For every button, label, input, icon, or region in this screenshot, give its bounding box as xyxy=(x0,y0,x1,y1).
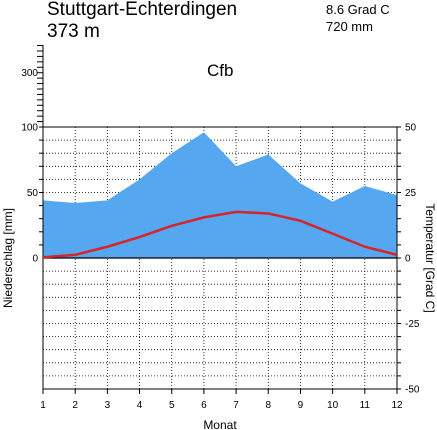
climate-classification: Cfb xyxy=(207,61,234,80)
temperature-line xyxy=(42,210,398,259)
station-elevation: 373 m xyxy=(47,21,100,42)
x-tick-label: 5 xyxy=(169,400,175,411)
left-tick-label: 0 xyxy=(32,254,38,265)
plot-frame xyxy=(42,45,398,390)
x-tick-label: 4 xyxy=(137,400,143,411)
x-tick-label: 3 xyxy=(105,400,111,411)
x-tick-label: 8 xyxy=(265,400,271,411)
left-axis-label: Niederschlag [mm] xyxy=(1,208,15,308)
right-tick-label: -50 xyxy=(405,385,420,396)
left-tick-label: 100 xyxy=(21,123,38,134)
right-axis-label: Temperatur [Grad C] xyxy=(423,203,437,312)
station-name: Stuttgart-Echterdingen xyxy=(47,0,238,20)
x-tick-label: 9 xyxy=(298,400,304,411)
right-tick-label: 50 xyxy=(405,123,417,134)
x-tick-label: 2 xyxy=(72,400,78,411)
left-tick-label: 50 xyxy=(27,188,39,199)
x-tick-label: 1 xyxy=(40,400,46,411)
x-tick-label: 10 xyxy=(327,400,339,411)
mean-temperature: 8.6 Grad C xyxy=(326,2,390,17)
left-tick-label: 300 xyxy=(21,68,38,79)
x-tick-label: 11 xyxy=(360,400,371,411)
right-tick-label: -25 xyxy=(405,319,420,330)
right-tick-label: 25 xyxy=(405,188,417,199)
x-tick-label: 6 xyxy=(201,400,207,411)
precipitation-area xyxy=(43,132,397,258)
x-tick-label: 7 xyxy=(233,400,239,411)
right-tick-label: 0 xyxy=(405,254,411,265)
x-axis-label: Monat xyxy=(203,418,237,430)
annual-precipitation: 720 mm xyxy=(326,19,373,34)
x-tick-label: 12 xyxy=(391,400,403,411)
